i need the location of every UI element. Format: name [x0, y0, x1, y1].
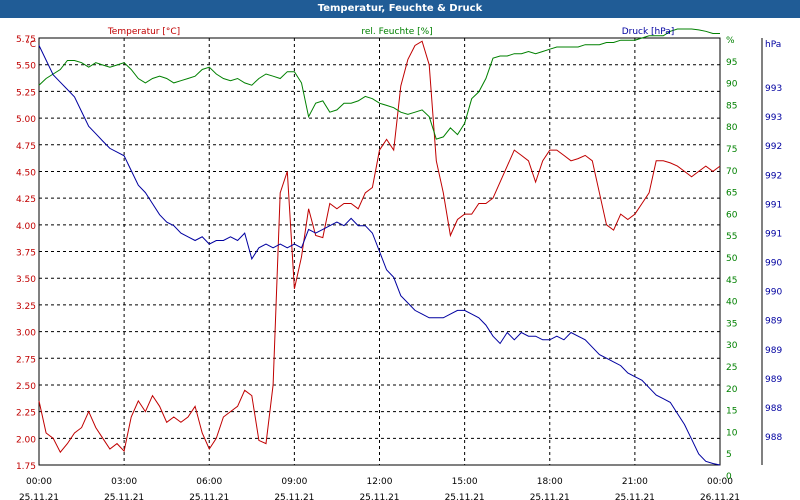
humidity-tick-label: 60: [726, 210, 738, 220]
x-tick-time: 21:00: [622, 477, 648, 487]
humidity-tick-label: 50: [726, 254, 738, 264]
pressure-tick-label: 992: [765, 171, 782, 181]
temperature-tick-label: 1.75: [16, 462, 36, 472]
x-tick-time: 00:00: [707, 477, 733, 487]
pressure-tick-label: 989: [765, 375, 782, 385]
humidity-tick-label: 40: [726, 298, 738, 308]
temperature-tick-label: 5.75: [16, 35, 36, 45]
x-tick-date: 25.11.21: [19, 493, 59, 500]
humidity-tick-label: 30: [726, 341, 738, 351]
pressure-tick-label: 993: [765, 84, 782, 94]
chart-grid: [38, 37, 721, 466]
pressure-unit-label: hPa: [765, 40, 781, 50]
temperature-tick-label: 5.25: [16, 88, 36, 98]
temperature-tick-label: 3.50: [16, 275, 36, 285]
humidity-tick-label: 65: [726, 189, 737, 199]
humidity-tick-label: 85: [726, 101, 737, 111]
pressure-tick-label: 991: [765, 200, 782, 210]
x-tick-date: 25.11.21: [104, 493, 144, 500]
chart-legend: Temperatur [°C] rel. Feuchte [%] Druck [hP…: [107, 27, 674, 37]
humidity-tick-label: 10: [726, 428, 738, 438]
series-line-humidity: [38, 28, 720, 140]
temperature-tick-label: 2.75: [16, 355, 36, 365]
x-tick-time: 09:00: [281, 477, 307, 487]
temperature-tick-label: 3.25: [16, 302, 36, 312]
legend-label-pressure: Druck [hPa]: [622, 27, 675, 37]
temperature-tick-label: 2.00: [16, 435, 36, 445]
x-tick-date: 25.11.21: [274, 493, 314, 500]
temperature-tick-label: 2.50: [16, 382, 36, 392]
humidity-tick-label: 90: [726, 80, 738, 90]
pressure-tick-label: 993: [765, 113, 782, 123]
humidity-tick-label: %: [726, 36, 735, 46]
x-tick-date: 25.11.21: [359, 493, 399, 500]
x-tick-time: 03:00: [111, 477, 137, 487]
humidity-tick-label: 80: [726, 123, 738, 133]
x-tick-time: 06:00: [196, 477, 222, 487]
chart-title: Temperatur, Feuchte & Druck: [0, 0, 800, 18]
chart-axes: 00:00 25.11.21 03:00 25.11.21 06:00 25.11.21 0…: [16, 35, 782, 500]
temperature-tick-label: 5.00: [16, 115, 36, 125]
temperature-tick-label: 4.75: [16, 142, 36, 152]
humidity-tick-label: 75: [726, 145, 737, 155]
temperature-unit-label: °C: [25, 40, 36, 50]
pressure-tick-label: 990: [765, 259, 782, 269]
pressure-tick-label: 990: [765, 288, 782, 298]
x-tick-time: 18:00: [537, 477, 563, 487]
temperature-tick-label: 3.00: [16, 329, 36, 339]
pressure-tick-label: 991: [765, 229, 782, 239]
x-tick-time: 15:00: [452, 477, 478, 487]
temperature-tick-label: 3.75: [16, 249, 36, 259]
pressure-tick-label: 988: [765, 404, 782, 414]
x-tick-date: 26.11.21: [700, 493, 740, 500]
x-tick-time: 00:00: [26, 477, 52, 487]
humidity-tick-label: 70: [726, 167, 738, 177]
humidity-tick-label: 55: [726, 232, 737, 242]
chart-svg: 00:00 25.11.21 03:00 25.11.21 06:00 25.11.21 0…: [0, 18, 800, 500]
temperature-tick-label: 4.25: [16, 195, 36, 205]
pressure-tick-label: 989: [765, 346, 782, 356]
pressure-tick-label: 988: [765, 433, 782, 443]
temperature-tick-label: 5.50: [16, 62, 36, 72]
x-tick-date: 25.11.21: [189, 493, 229, 500]
humidity-tick-label: 5: [726, 450, 732, 460]
humidity-tick-label: 25: [726, 363, 737, 373]
chart-series: [38, 28, 721, 466]
humidity-tick-label: 20: [726, 385, 738, 395]
series-line-temperature: [38, 40, 721, 454]
x-tick-date: 25.11.21: [615, 493, 655, 500]
humidity-tick-label: 0: [726, 472, 732, 482]
humidity-tick-label: 15: [726, 407, 737, 417]
humidity-tick-label: 45: [726, 276, 737, 286]
series-line-pressure: [38, 45, 721, 466]
pressure-tick-label: 992: [765, 142, 782, 152]
temperature-tick-label: 4.50: [16, 168, 36, 178]
pressure-tick-label: 989: [765, 317, 782, 327]
x-tick-time: 12:00: [367, 477, 393, 487]
x-tick-date: 25.11.21: [530, 493, 570, 500]
legend-label-temperature: Temperatur [°C]: [107, 27, 180, 37]
legend-label-humidity: rel. Feuchte [%]: [361, 27, 432, 37]
temperature-tick-label: 2.25: [16, 409, 36, 419]
humidity-tick-label: 95: [726, 58, 737, 68]
humidity-tick-label: 35: [726, 319, 737, 329]
temperature-tick-label: 4.00: [16, 222, 36, 232]
x-tick-date: 25.11.21: [445, 493, 485, 500]
pressure-panel: [762, 18, 800, 500]
